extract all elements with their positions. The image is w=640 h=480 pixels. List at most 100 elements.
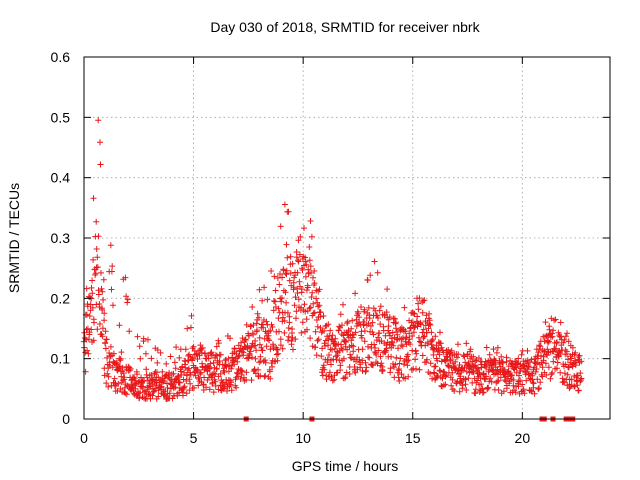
data-point xyxy=(537,379,544,386)
data-point xyxy=(287,270,294,277)
data-points xyxy=(80,117,585,422)
data-point xyxy=(488,378,495,385)
data-point xyxy=(572,349,579,356)
data-point xyxy=(174,392,181,399)
data-point xyxy=(545,338,552,345)
data-point xyxy=(564,371,571,378)
data-point xyxy=(562,333,569,340)
data-point xyxy=(263,318,270,325)
data-point xyxy=(274,346,281,353)
data-point xyxy=(525,364,532,371)
data-point xyxy=(532,368,539,375)
data-point xyxy=(290,346,296,353)
data-point xyxy=(285,208,292,215)
data-point xyxy=(545,364,552,371)
axis-ticks: 0 0.1 0.2 0.3 0.4 0.5 0.6 0 5 10 15 20 xyxy=(51,49,610,446)
data-point xyxy=(520,386,527,393)
data-point xyxy=(512,389,519,396)
data-point xyxy=(264,296,271,303)
data-point xyxy=(119,364,126,371)
data-point xyxy=(393,354,400,361)
data-point xyxy=(325,342,332,349)
data-point xyxy=(312,344,319,351)
data-point xyxy=(130,374,137,381)
data-point xyxy=(175,372,182,379)
data-point xyxy=(262,359,269,366)
data-point xyxy=(398,336,405,343)
data-point xyxy=(525,371,532,378)
data-point xyxy=(145,336,151,343)
data-point xyxy=(553,345,559,352)
data-point xyxy=(254,327,260,334)
y-tick-label: 0.3 xyxy=(51,230,71,246)
data-point xyxy=(85,350,92,357)
y-tick-label: 0 xyxy=(62,411,70,427)
data-point xyxy=(548,371,555,378)
data-point xyxy=(457,373,464,380)
data-point xyxy=(250,331,257,338)
data-point xyxy=(149,392,156,399)
data-point xyxy=(294,269,301,276)
data-point xyxy=(480,389,487,396)
data-point xyxy=(306,305,313,312)
data-point xyxy=(271,273,278,280)
data-point xyxy=(470,369,477,375)
data-point xyxy=(539,373,546,380)
data-point xyxy=(442,373,449,380)
data-point xyxy=(302,308,309,315)
data-point xyxy=(170,370,177,377)
data-point xyxy=(88,326,95,333)
data-point xyxy=(152,385,158,392)
data-point xyxy=(427,360,434,367)
data-point xyxy=(415,306,422,313)
data-point xyxy=(405,357,412,364)
data-point xyxy=(118,349,125,356)
data-point xyxy=(189,354,196,361)
data-point xyxy=(166,369,173,376)
data-point xyxy=(273,351,280,358)
data-point xyxy=(490,346,497,353)
data-point xyxy=(314,323,321,330)
data-point xyxy=(185,365,192,372)
data-point xyxy=(361,306,368,313)
data-point xyxy=(495,377,502,384)
data-point xyxy=(267,327,274,334)
data-point xyxy=(340,332,347,339)
data-point xyxy=(108,268,115,275)
data-point xyxy=(188,312,195,319)
data-point xyxy=(182,346,189,353)
data-point xyxy=(321,366,328,373)
data-point xyxy=(544,346,551,353)
data-point xyxy=(564,330,570,337)
data-point xyxy=(303,316,310,323)
data-point xyxy=(291,302,298,309)
data-point xyxy=(455,341,461,348)
data-point xyxy=(343,339,349,345)
data-point xyxy=(549,333,556,340)
data-point xyxy=(101,310,108,317)
data-point xyxy=(524,347,531,354)
data-point xyxy=(498,353,505,360)
data-point xyxy=(478,381,485,388)
data-point xyxy=(304,326,310,333)
data-point xyxy=(107,343,114,350)
data-point xyxy=(275,350,282,357)
data-point xyxy=(378,360,385,367)
data-point xyxy=(266,337,273,344)
data-point xyxy=(148,372,155,378)
data-point xyxy=(415,300,422,307)
data-point xyxy=(420,326,427,333)
data-point xyxy=(95,117,102,124)
data-point xyxy=(306,257,313,264)
data-point xyxy=(485,384,492,391)
data-point xyxy=(286,277,293,284)
data-point xyxy=(227,335,233,342)
data-point xyxy=(159,379,166,386)
data-point xyxy=(292,294,299,301)
data-point xyxy=(307,304,314,311)
data-point xyxy=(437,368,444,375)
data-point xyxy=(429,375,436,382)
data-point xyxy=(369,319,376,326)
data-point xyxy=(465,360,472,367)
